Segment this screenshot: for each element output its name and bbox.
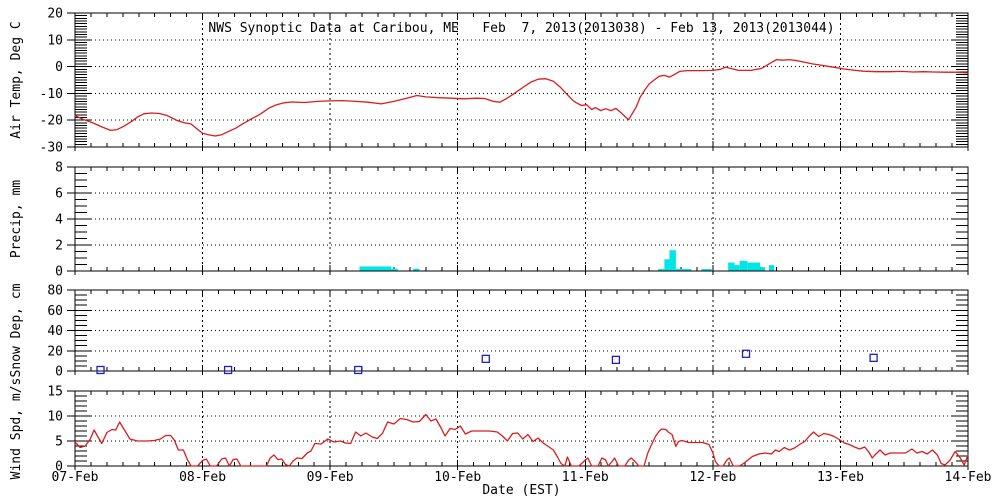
y-tick-label: 20 <box>47 344 63 359</box>
snow-depth-marker <box>223 365 233 375</box>
precip-axis-label: Precip, mm <box>9 180 24 258</box>
panel-air-temp: -30 -20 -10 0 10 20 Air Temp, Deg C <box>9 7 969 156</box>
air-temp-axis-label: Air Temp, Deg C <box>9 21 24 138</box>
x-tick-label: 13-Feb <box>817 470 864 485</box>
precip-bar <box>739 260 748 271</box>
precip-bar <box>664 259 670 271</box>
precip-bar <box>675 269 692 271</box>
precip-bar <box>760 267 766 271</box>
wind-speed-line <box>74 413 969 467</box>
y-tick-label: -10 <box>40 87 63 102</box>
y-tick-label: -20 <box>40 114 63 129</box>
chart-title: NWS Synoptic Data at Caribou, ME Feb 7, … <box>208 21 835 36</box>
wind-speed-axis-label: Wind Spd, m/s <box>9 378 24 480</box>
y-tick-label: 20 <box>47 7 63 22</box>
y-tick-label: 0 <box>55 60 63 75</box>
x-tick-label: 11-Feb <box>562 470 609 485</box>
snow-depth-marker <box>354 365 363 375</box>
snow-depth-marker <box>869 353 878 362</box>
y-tick-label: 4 <box>55 213 63 228</box>
x-tick-label: 12-Feb <box>689 470 736 485</box>
snow-depth-marker <box>481 354 490 364</box>
y-tick-label: 8 <box>55 161 63 176</box>
precip-bar <box>391 268 398 271</box>
panel-snow-depth: 0 20 40 60 80 Snow Dep, cm <box>9 283 969 380</box>
x-tick-label: 10-Feb <box>434 470 481 485</box>
y-tick-label: 80 <box>47 284 63 299</box>
x-axis-title: Date (EST) <box>482 483 561 498</box>
x-tick-label: 14-Feb <box>945 470 992 485</box>
y-tick-label: 10 <box>47 410 63 425</box>
air-temp-line <box>74 58 969 137</box>
precip-bar <box>747 262 761 271</box>
snow-depth-marker <box>611 355 621 365</box>
y-tick-label: 2 <box>55 239 63 254</box>
x-tick-label: 08-Feb <box>179 470 226 485</box>
precip-bar <box>768 265 775 271</box>
y-tick-label: -30 <box>40 141 63 156</box>
y-tick-label: 0 <box>55 265 63 280</box>
x-tick-label: 09-Feb <box>307 470 354 485</box>
precip-bar <box>658 269 665 271</box>
x-tick-label: 07-Feb <box>52 470 99 485</box>
precip-bar <box>359 266 392 271</box>
precip-bar <box>734 265 740 271</box>
precip-bar <box>728 262 735 271</box>
snow-depth-axis-label: Snow Dep, cm <box>9 283 24 377</box>
y-tick-label: 6 <box>55 187 63 202</box>
precip-bar <box>701 269 712 271</box>
y-tick-label: 0 <box>55 365 63 380</box>
y-tick-label: 10 <box>47 33 63 48</box>
panel-precip: 0 2 4 6 8 Precip, mm <box>9 161 969 280</box>
snow-depth-marker <box>96 365 105 375</box>
precip-bar <box>413 268 420 271</box>
snow-depth-marker <box>741 349 751 358</box>
y-tick-label: 0 <box>55 460 63 475</box>
y-tick-label: 60 <box>47 304 63 319</box>
precip-bar <box>669 250 676 271</box>
y-tick-label: 15 <box>47 385 63 400</box>
panel-wind-speed: 0 5 10 15 Wind Spd, m/s <box>9 378 969 480</box>
y-tick-label: 40 <box>47 324 63 339</box>
y-tick-label: 5 <box>55 435 63 450</box>
